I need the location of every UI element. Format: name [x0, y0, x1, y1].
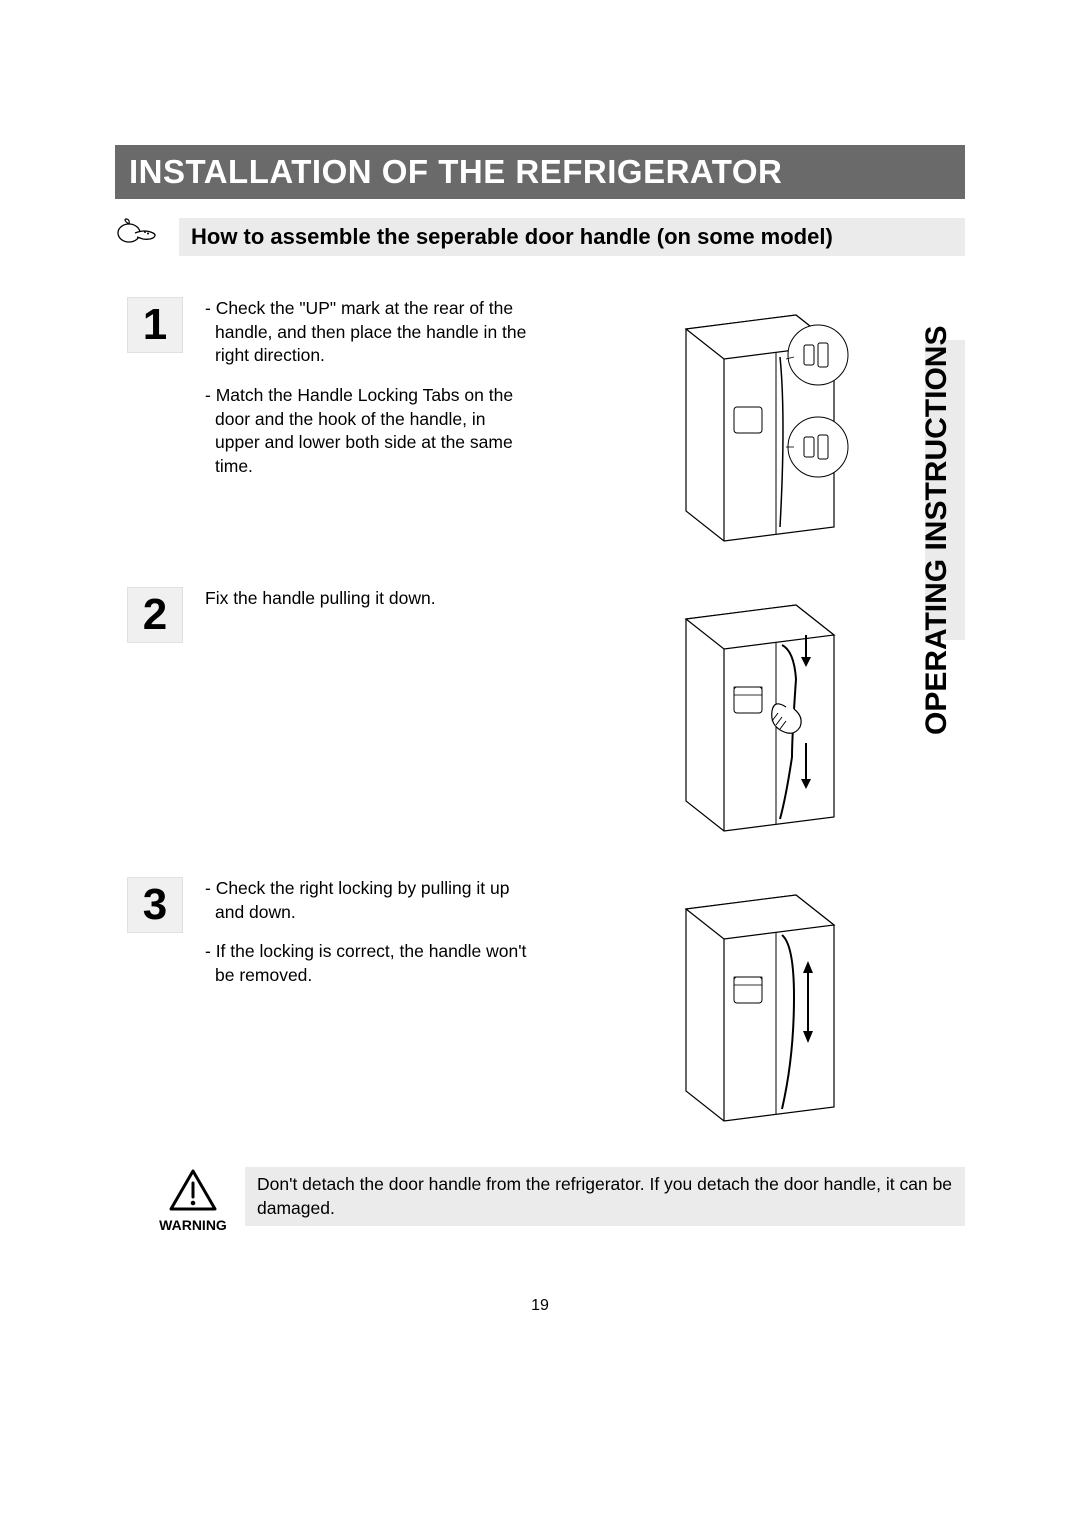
step-text: Fix the handle pulling it down.: [205, 587, 535, 627]
step-paragraph: - Check the right locking by pulling it …: [205, 877, 535, 924]
refrigerator-zoom-illustration: [646, 297, 876, 547]
refrigerator-updown-illustration: [646, 877, 876, 1127]
hand-pointing-icon: [115, 217, 161, 257]
step-paragraph: - Check the "UP" mark at the rear of the…: [205, 297, 535, 368]
step-number: 2: [143, 593, 167, 637]
side-tab-label: OPERATING INSTRUCTIONS: [920, 326, 954, 735]
step-paragraph: - If the locking is correct, the handle …: [205, 940, 535, 987]
step-item: 1 - Check the "UP" mark at the rear of t…: [115, 297, 965, 547]
title-bar: INSTALLATION OF THE REFRIGERATOR: [115, 145, 965, 199]
warning-block: WARNING Don't detach the door handle fro…: [159, 1167, 965, 1233]
warning-label: WARNING: [159, 1217, 227, 1233]
page-content: INSTALLATION OF THE REFRIGERATOR How to …: [115, 145, 965, 1233]
step-number: 1: [143, 303, 167, 347]
steps-list: 1 - Check the "UP" mark at the rear of t…: [115, 297, 965, 1127]
warning-icon-column: WARNING: [159, 1167, 227, 1233]
step-paragraph: Fix the handle pulling it down.: [205, 587, 535, 611]
step-number-box: 3: [127, 877, 183, 933]
step-number-box: 1: [127, 297, 183, 353]
section-row: How to assemble the seperable door handl…: [115, 217, 965, 257]
step-number-box: 2: [127, 587, 183, 643]
step-item: 2 Fix the handle pulling it down.: [115, 587, 965, 837]
step-text: - Check the right locking by pulling it …: [205, 877, 535, 1004]
refrigerator-pull-down-illustration: [646, 587, 876, 837]
step-figure: [557, 587, 965, 837]
step-item: 3 - Check the right locking by pulling i…: [115, 877, 965, 1127]
step-number: 3: [143, 883, 167, 927]
step-figure: [557, 297, 965, 547]
section-heading: How to assemble the seperable door handl…: [179, 218, 965, 256]
warning-text: Don't detach the door handle from the re…: [245, 1167, 965, 1226]
step-text: - Check the "UP" mark at the rear of the…: [205, 297, 535, 494]
warning-icon: [167, 1167, 219, 1213]
page-title: INSTALLATION OF THE REFRIGERATOR: [129, 153, 782, 191]
step-paragraph: - Match the Handle Locking Tabs on the d…: [205, 384, 535, 479]
step-figure: [557, 877, 965, 1127]
page-number: 19: [115, 1297, 965, 1315]
